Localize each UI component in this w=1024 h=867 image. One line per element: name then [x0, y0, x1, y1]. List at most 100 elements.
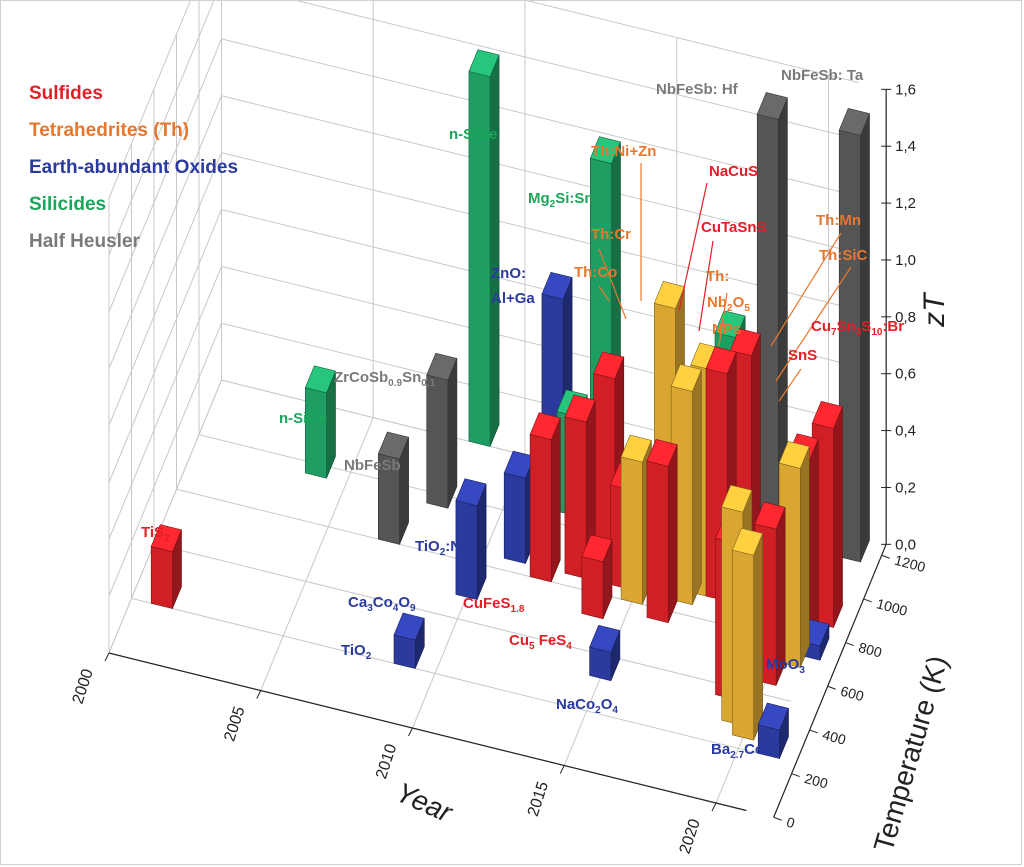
- bar-top-face: [589, 136, 621, 164]
- bar: [589, 624, 621, 682]
- bar: [455, 478, 487, 600]
- bar-front-face: [732, 549, 754, 741]
- annotation-label: NbFeSb: [344, 457, 401, 474]
- x-axis-title: Year: [391, 776, 458, 828]
- bar-top-face: [811, 401, 843, 429]
- bar-top-face: [620, 434, 652, 463]
- annotation-label: MoO3: [766, 656, 805, 676]
- leader-line: [598, 285, 610, 302]
- annotation-label: Mg2Si:Sn: [528, 190, 594, 210]
- x-tick-label: 2010: [373, 742, 400, 781]
- bar-side-face: [808, 438, 819, 646]
- bar-top-face: [731, 527, 764, 556]
- annotation-label: Th:Cr: [591, 226, 631, 243]
- bar-top-face: [705, 346, 737, 375]
- annotation-label: n-SiGe: [279, 410, 327, 427]
- annotation-label: NaCo2O4: [556, 696, 618, 716]
- bar: [529, 412, 561, 583]
- z-tick-label: 1,2: [895, 195, 916, 212]
- annotation-label: NPs: [712, 321, 741, 338]
- y-tick-mark: [773, 816, 782, 821]
- grid-line: [108, 1, 191, 199]
- z-tick-label: 0,0: [895, 536, 916, 553]
- z-tick-label: 1,0: [895, 252, 916, 269]
- bar: [731, 527, 764, 741]
- bar: [581, 534, 613, 620]
- annotation-label: TiO2: [341, 642, 372, 662]
- leader-line: [775, 266, 852, 382]
- bar-top-face: [754, 501, 786, 530]
- bar-top-face: [838, 108, 870, 136]
- bar-side-face: [667, 444, 678, 623]
- annotation-label: ZnO:: [491, 265, 526, 282]
- annotation-label: TiS2: [141, 524, 170, 544]
- bar-top-face: [646, 438, 678, 467]
- grid-line: [296, 1, 859, 140]
- bar-front-face: [304, 387, 327, 479]
- bar-front-face: [620, 456, 643, 605]
- annotation-label: n-SiGe: [449, 126, 497, 143]
- leader-line: [718, 292, 728, 347]
- bar: [757, 702, 789, 759]
- grid-line: [131, 597, 769, 757]
- bar: [468, 49, 500, 447]
- bar-front-face: [150, 546, 173, 609]
- bar-top-face: [393, 612, 425, 641]
- bar-front-face: [581, 556, 604, 620]
- grid-line: [108, 152, 222, 426]
- bar: [670, 363, 702, 606]
- y-axis-title: Temperature (K): [868, 652, 954, 855]
- y-tick-label: 200: [803, 770, 830, 792]
- leader-line: [778, 368, 802, 402]
- grid-line: [260, 417, 374, 691]
- x-tick-mark: [256, 690, 262, 699]
- annotation-label: ZrCoSb0.9Sn0.1: [334, 369, 436, 389]
- grid-line: [108, 1, 215, 256]
- legend-item: Half Heusler: [29, 231, 140, 252]
- bar-top-face: [468, 49, 500, 78]
- grid-line: [221, 95, 859, 254]
- bar-top-face: [426, 352, 458, 381]
- bar: [150, 524, 182, 609]
- annotation-label: Cu7Sn3S10:Br: [811, 318, 904, 338]
- grid-line: [526, 1, 859, 84]
- annotation-label: Th:Co: [574, 264, 617, 281]
- leader-line: [770, 232, 842, 347]
- bar-side-face: [860, 113, 870, 563]
- x-tick-label: 2005: [221, 704, 248, 743]
- y-tick-label: 800: [857, 639, 884, 661]
- grid-line: [108, 209, 222, 483]
- legend-item: Earth-abundant Oxides: [29, 157, 238, 178]
- annotation-label: NbFeSb: Hf: [656, 81, 739, 98]
- grid-line: [176, 488, 814, 648]
- leader-line: [598, 248, 627, 320]
- bar-top-face: [729, 328, 761, 357]
- bar-top-face: [756, 92, 788, 120]
- x-tick-mark: [408, 727, 413, 737]
- z-axis-title: zT: [918, 291, 951, 328]
- bar-front-face: [646, 460, 669, 624]
- annotation-label: CuFeS1.8: [463, 595, 525, 615]
- grid-line: [108, 38, 222, 312]
- y-tick-mark: [791, 773, 800, 778]
- bar-top-face: [670, 363, 702, 392]
- bar: [426, 352, 458, 509]
- annotation-label: Nb2O5: [707, 294, 750, 314]
- annotation-label: Ca3Co4O9: [348, 594, 416, 614]
- bar-side-face: [550, 417, 561, 583]
- bar-top-face: [529, 412, 561, 441]
- y-tick-mark: [827, 685, 836, 690]
- y-tick-label: 1000: [875, 595, 909, 619]
- annotation-label: SnS: [788, 347, 817, 364]
- annotation-label: Th:: [706, 268, 729, 285]
- z-tick-label: 0,4: [895, 423, 916, 440]
- legend-item: Tetrahedrites (Th): [29, 120, 189, 141]
- bar: [838, 108, 870, 563]
- y-tick-label: 400: [821, 726, 848, 748]
- bar-top-face: [455, 478, 487, 507]
- grid-line: [221, 152, 859, 311]
- grid-line: [108, 379, 222, 654]
- bar: [304, 365, 336, 479]
- grid-line: [108, 266, 222, 540]
- annotation-label: Ba2.7CoO: [711, 741, 776, 761]
